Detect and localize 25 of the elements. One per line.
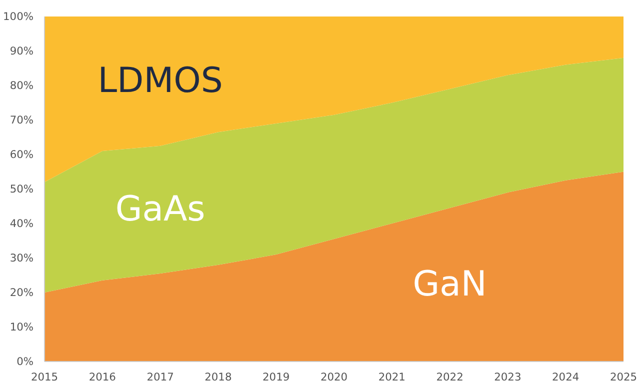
x-tick-label: 2016 (88, 370, 116, 384)
y-tick-label: 100% (3, 10, 34, 23)
x-tick-label: 2025 (610, 370, 638, 384)
y-tick-label: 30% (10, 252, 34, 264)
y-tick-label: 90% (10, 44, 34, 58)
series-label: GaAs (115, 190, 206, 230)
y-tick-label: 50% (10, 182, 34, 196)
series-label: GaN (412, 264, 487, 305)
y-tick-label: 0% (16, 355, 34, 368)
x-tick-label: 2018 (204, 370, 232, 384)
y-tick-label: 80% (10, 79, 34, 92)
y-tick-label: 70% (10, 114, 34, 126)
x-tick-label: 2017 (146, 370, 174, 384)
x-tick-label: 2024 (552, 370, 580, 384)
y-tick-label: 10% (10, 320, 34, 334)
x-tick-label: 2020 (320, 370, 348, 384)
series-label: LDMOS (98, 61, 223, 102)
y-tick-label: 20% (10, 286, 34, 299)
y-tick-label: 40% (10, 217, 34, 230)
x-tick-label: 2023 (494, 370, 522, 384)
y-tick-label: 60% (10, 148, 34, 161)
x-tick-label: 2022 (436, 370, 464, 384)
x-tick-label: 2015 (30, 370, 58, 384)
x-tick-label: 2019 (262, 370, 290, 384)
x-tick-label: 2021 (378, 370, 406, 384)
